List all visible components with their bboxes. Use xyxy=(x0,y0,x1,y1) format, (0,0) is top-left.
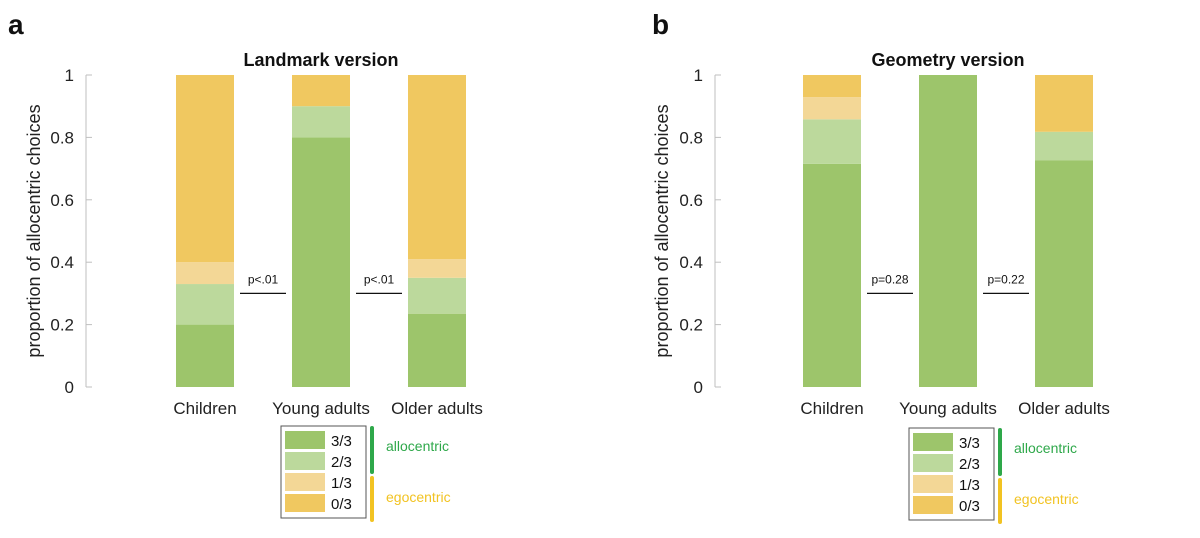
x-tick-label: Young adults xyxy=(272,399,370,418)
x-tick-label: Young adults xyxy=(899,399,997,418)
egocentric-label: egocentric xyxy=(386,489,451,505)
y-tick-label: 0.6 xyxy=(679,191,703,210)
bar-segment xyxy=(1035,160,1093,387)
y-tick-label: 0.8 xyxy=(679,128,703,147)
legend-entry-label: 1/3 xyxy=(959,477,980,494)
bar-segment xyxy=(408,259,466,278)
y-axis-label: proportion of allocentric choices xyxy=(652,104,672,357)
bar-segment xyxy=(176,262,234,285)
legend-entry-label: 3/3 xyxy=(331,433,352,450)
p-value-label: p<.01 xyxy=(364,272,395,286)
legend-entry-label: 1/3 xyxy=(331,475,352,492)
legend-swatch xyxy=(285,452,325,470)
y-tick-label: 0 xyxy=(694,378,703,397)
y-tick-label: 0.6 xyxy=(50,191,74,210)
x-tick-label: Older adults xyxy=(391,399,483,418)
chart-title: Landmark version xyxy=(243,50,398,70)
legend-entry-label: 2/3 xyxy=(959,456,980,473)
bar-segment xyxy=(919,75,977,387)
legend-entry-label: 2/3 xyxy=(331,454,352,471)
bar-segment xyxy=(292,137,350,387)
chart-title: Geometry version xyxy=(871,50,1024,70)
y-tick-label: 1 xyxy=(694,66,703,85)
legend: 3/3 2/3 1/3 0/3 xyxy=(280,425,367,519)
bar-segment xyxy=(803,119,861,164)
y-axis-label: proportion of allocentric choices xyxy=(24,104,44,357)
panel-label: b xyxy=(652,9,669,40)
y-tick-label: 0.4 xyxy=(50,253,74,272)
legend-swatch xyxy=(913,496,953,514)
legend-swatch xyxy=(913,454,953,472)
bar-segment xyxy=(292,106,350,138)
bar-segment xyxy=(803,163,861,387)
bar-segment xyxy=(408,75,466,260)
y-tick-label: 0.8 xyxy=(50,128,74,147)
bar-segment xyxy=(1035,75,1093,132)
y-tick-label: 0.4 xyxy=(679,253,703,272)
egocentric-label: egocentric xyxy=(1014,491,1079,507)
legend-entry-label: 0/3 xyxy=(959,498,980,515)
bar-segment xyxy=(292,75,350,107)
bar-segment xyxy=(1035,131,1093,161)
legend-swatch xyxy=(913,433,953,451)
panel-label: a xyxy=(8,9,24,40)
legend-swatch xyxy=(285,431,325,449)
bar-segment xyxy=(176,75,234,263)
p-value-label: p=0.28 xyxy=(871,272,908,286)
bar-segment xyxy=(176,324,234,387)
allocentric-label: allocentric xyxy=(1014,440,1077,456)
panel-a: a Landmark version proportion of allocentr… xyxy=(8,9,483,522)
panel-b: b Geometry version proportion of allocentr… xyxy=(652,9,1110,524)
y-tick-label: 1 xyxy=(65,66,74,85)
bar-segment xyxy=(803,97,861,120)
legend: 3/3 2/3 1/3 0/3 xyxy=(908,427,995,521)
y-tick-label: 0 xyxy=(65,378,74,397)
allocentric-label: allocentric xyxy=(386,438,449,454)
bar-segment xyxy=(408,277,466,314)
bar-segment xyxy=(803,75,861,98)
p-value-label: p=0.22 xyxy=(987,272,1024,286)
x-tick-label: Older adults xyxy=(1018,399,1110,418)
y-tick-label: 0.2 xyxy=(50,316,74,335)
bar-segment xyxy=(176,284,234,325)
legend-entry-label: 0/3 xyxy=(331,496,352,513)
bar-segment xyxy=(408,313,466,387)
legend-swatch xyxy=(913,475,953,493)
y-tick-label: 0.2 xyxy=(679,316,703,335)
legend-swatch xyxy=(285,473,325,491)
x-tick-label: Children xyxy=(800,399,863,418)
legend-entry-label: 3/3 xyxy=(959,435,980,452)
p-value-label: p<.01 xyxy=(248,272,279,286)
x-tick-label: Children xyxy=(173,399,236,418)
legend-swatch xyxy=(285,494,325,512)
